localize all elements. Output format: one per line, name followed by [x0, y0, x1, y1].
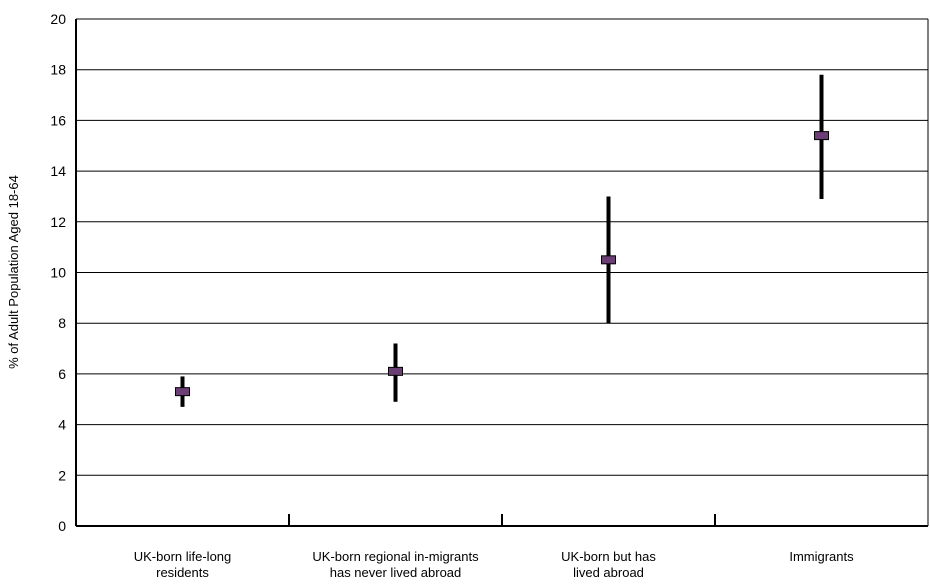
y-tick-label: 8 — [58, 315, 66, 331]
x-category-label: Immigrants — [789, 549, 854, 564]
y-tick-label: 0 — [58, 518, 66, 534]
y-axis-title: % of Adult Population Aged 18-64 — [6, 175, 21, 369]
point-marker — [388, 366, 403, 376]
x-category-label: UK-born regional in-migrants — [312, 549, 479, 564]
y-tick-label: 4 — [58, 417, 66, 433]
y-tick-label: 2 — [58, 467, 66, 483]
point-marker — [601, 255, 616, 265]
y-tick-label: 20 — [50, 11, 66, 27]
point-marker — [814, 131, 829, 141]
x-category-label: UK-born but has — [561, 549, 656, 564]
y-tick-label: 12 — [50, 214, 66, 230]
y-tick-label: 16 — [50, 112, 66, 128]
y-tick-label: 6 — [58, 366, 66, 382]
x-category-label: lived abroad — [573, 565, 644, 580]
x-category-label: residents — [156, 565, 209, 580]
error-bar-series — [175, 74, 829, 407]
x-category-label: has never lived abroad — [330, 565, 462, 580]
y-tick-label: 10 — [50, 265, 66, 281]
axes — [75, 19, 929, 527]
gridlines — [76, 18, 928, 476]
y-tick-labels: 0 2 4 6 8 10 12 14 16 18 20 — [50, 11, 66, 534]
y-tick-label: 14 — [50, 163, 66, 179]
point-marker — [175, 387, 190, 397]
y-tick-label: 18 — [50, 62, 66, 78]
x-category-label: UK-born life-long — [134, 549, 232, 564]
